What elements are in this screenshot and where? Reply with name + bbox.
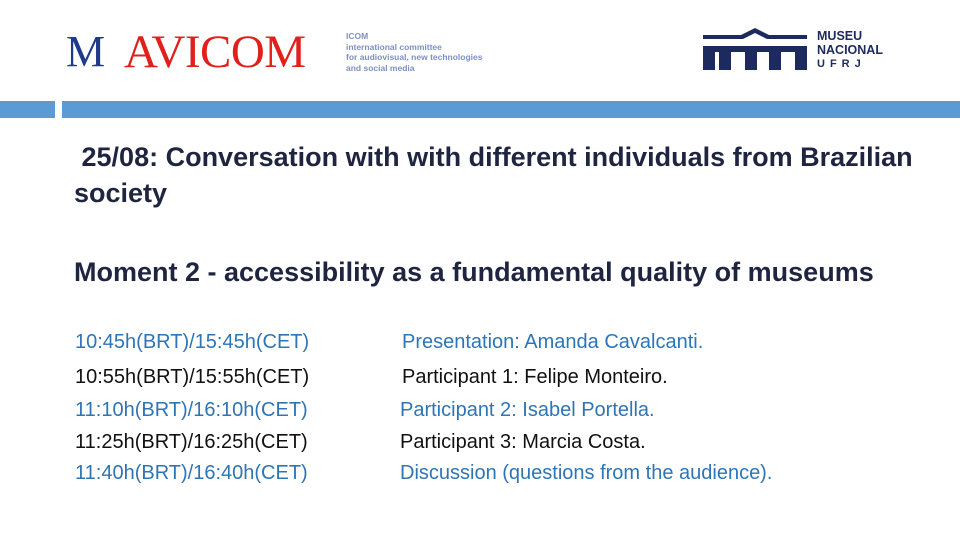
schedule-row: 10:55h(BRT)/15:55h(CET) Participant 1: F… <box>75 365 668 389</box>
museu-line: MUSEU <box>817 29 863 43</box>
schedule-desc: Participant 3: Marcia Costa. <box>400 431 646 453</box>
schedule-time: 11:40h(BRT)/16:40h(CET) <box>75 462 308 484</box>
avicom-subtitle-line: ICOM <box>346 31 369 41</box>
schedule-desc: Participant 1: Felipe Monteiro. <box>402 366 668 388</box>
accent-bar-left <box>0 101 55 118</box>
avicom-subtitle-line: for audiovisual, new technologies <box>346 52 483 62</box>
schedule-time: 11:25h(BRT)/16:25h(CET) <box>75 431 308 453</box>
schedule-desc: Presentation: Amanda Cavalcanti. <box>402 331 704 353</box>
schedule-time: 10:55h(BRT)/15:55h(CET) <box>75 366 310 388</box>
nacional-line: NACIONAL <box>817 43 883 57</box>
slide-title: 25/08: Conversation with with different … <box>74 142 921 208</box>
schedule-row: 11:40h(BRT)/16:40h(CET) Discussion (ques… <box>75 461 772 485</box>
schedule-row: 10:45h(BRT)/15:45h(CET) Presentation: Am… <box>75 330 703 354</box>
schedule-time: 11:10h(BRT)/16:10h(CET) <box>75 399 308 421</box>
schedule-desc: Participant 2: Isabel Portella. <box>400 399 655 421</box>
schedule-row: 11:10h(BRT)/16:10h(CET) Participant 2: I… <box>75 398 655 422</box>
accent-bar-right <box>62 101 960 118</box>
moment-heading: Moment 2 - accessibility as a fundamenta… <box>74 257 874 287</box>
schedule-time: 10:45h(BRT)/15:45h(CET) <box>75 331 310 353</box>
avicom-subtitle-line: and social media <box>346 62 415 73</box>
avicom-subtitle: ICOM international committee for audiovi… <box>346 31 483 73</box>
museu-nacional-building-icon <box>703 28 807 70</box>
avicom-mark-logo: M <box>66 27 106 76</box>
schedule-desc: Discussion (questions from the audience)… <box>400 462 773 484</box>
avicom-subtitle-line: international committee <box>346 41 442 52</box>
museu-nacional-logo-text: MUSEU NACIONAL UFRJ <box>817 29 883 71</box>
schedule-row: 11:25h(BRT)/16:25h(CET) Participant 3: M… <box>75 430 646 454</box>
ufrj-line: UFRJ <box>817 58 866 70</box>
avicom-logo-text: AVICOM <box>124 26 306 78</box>
